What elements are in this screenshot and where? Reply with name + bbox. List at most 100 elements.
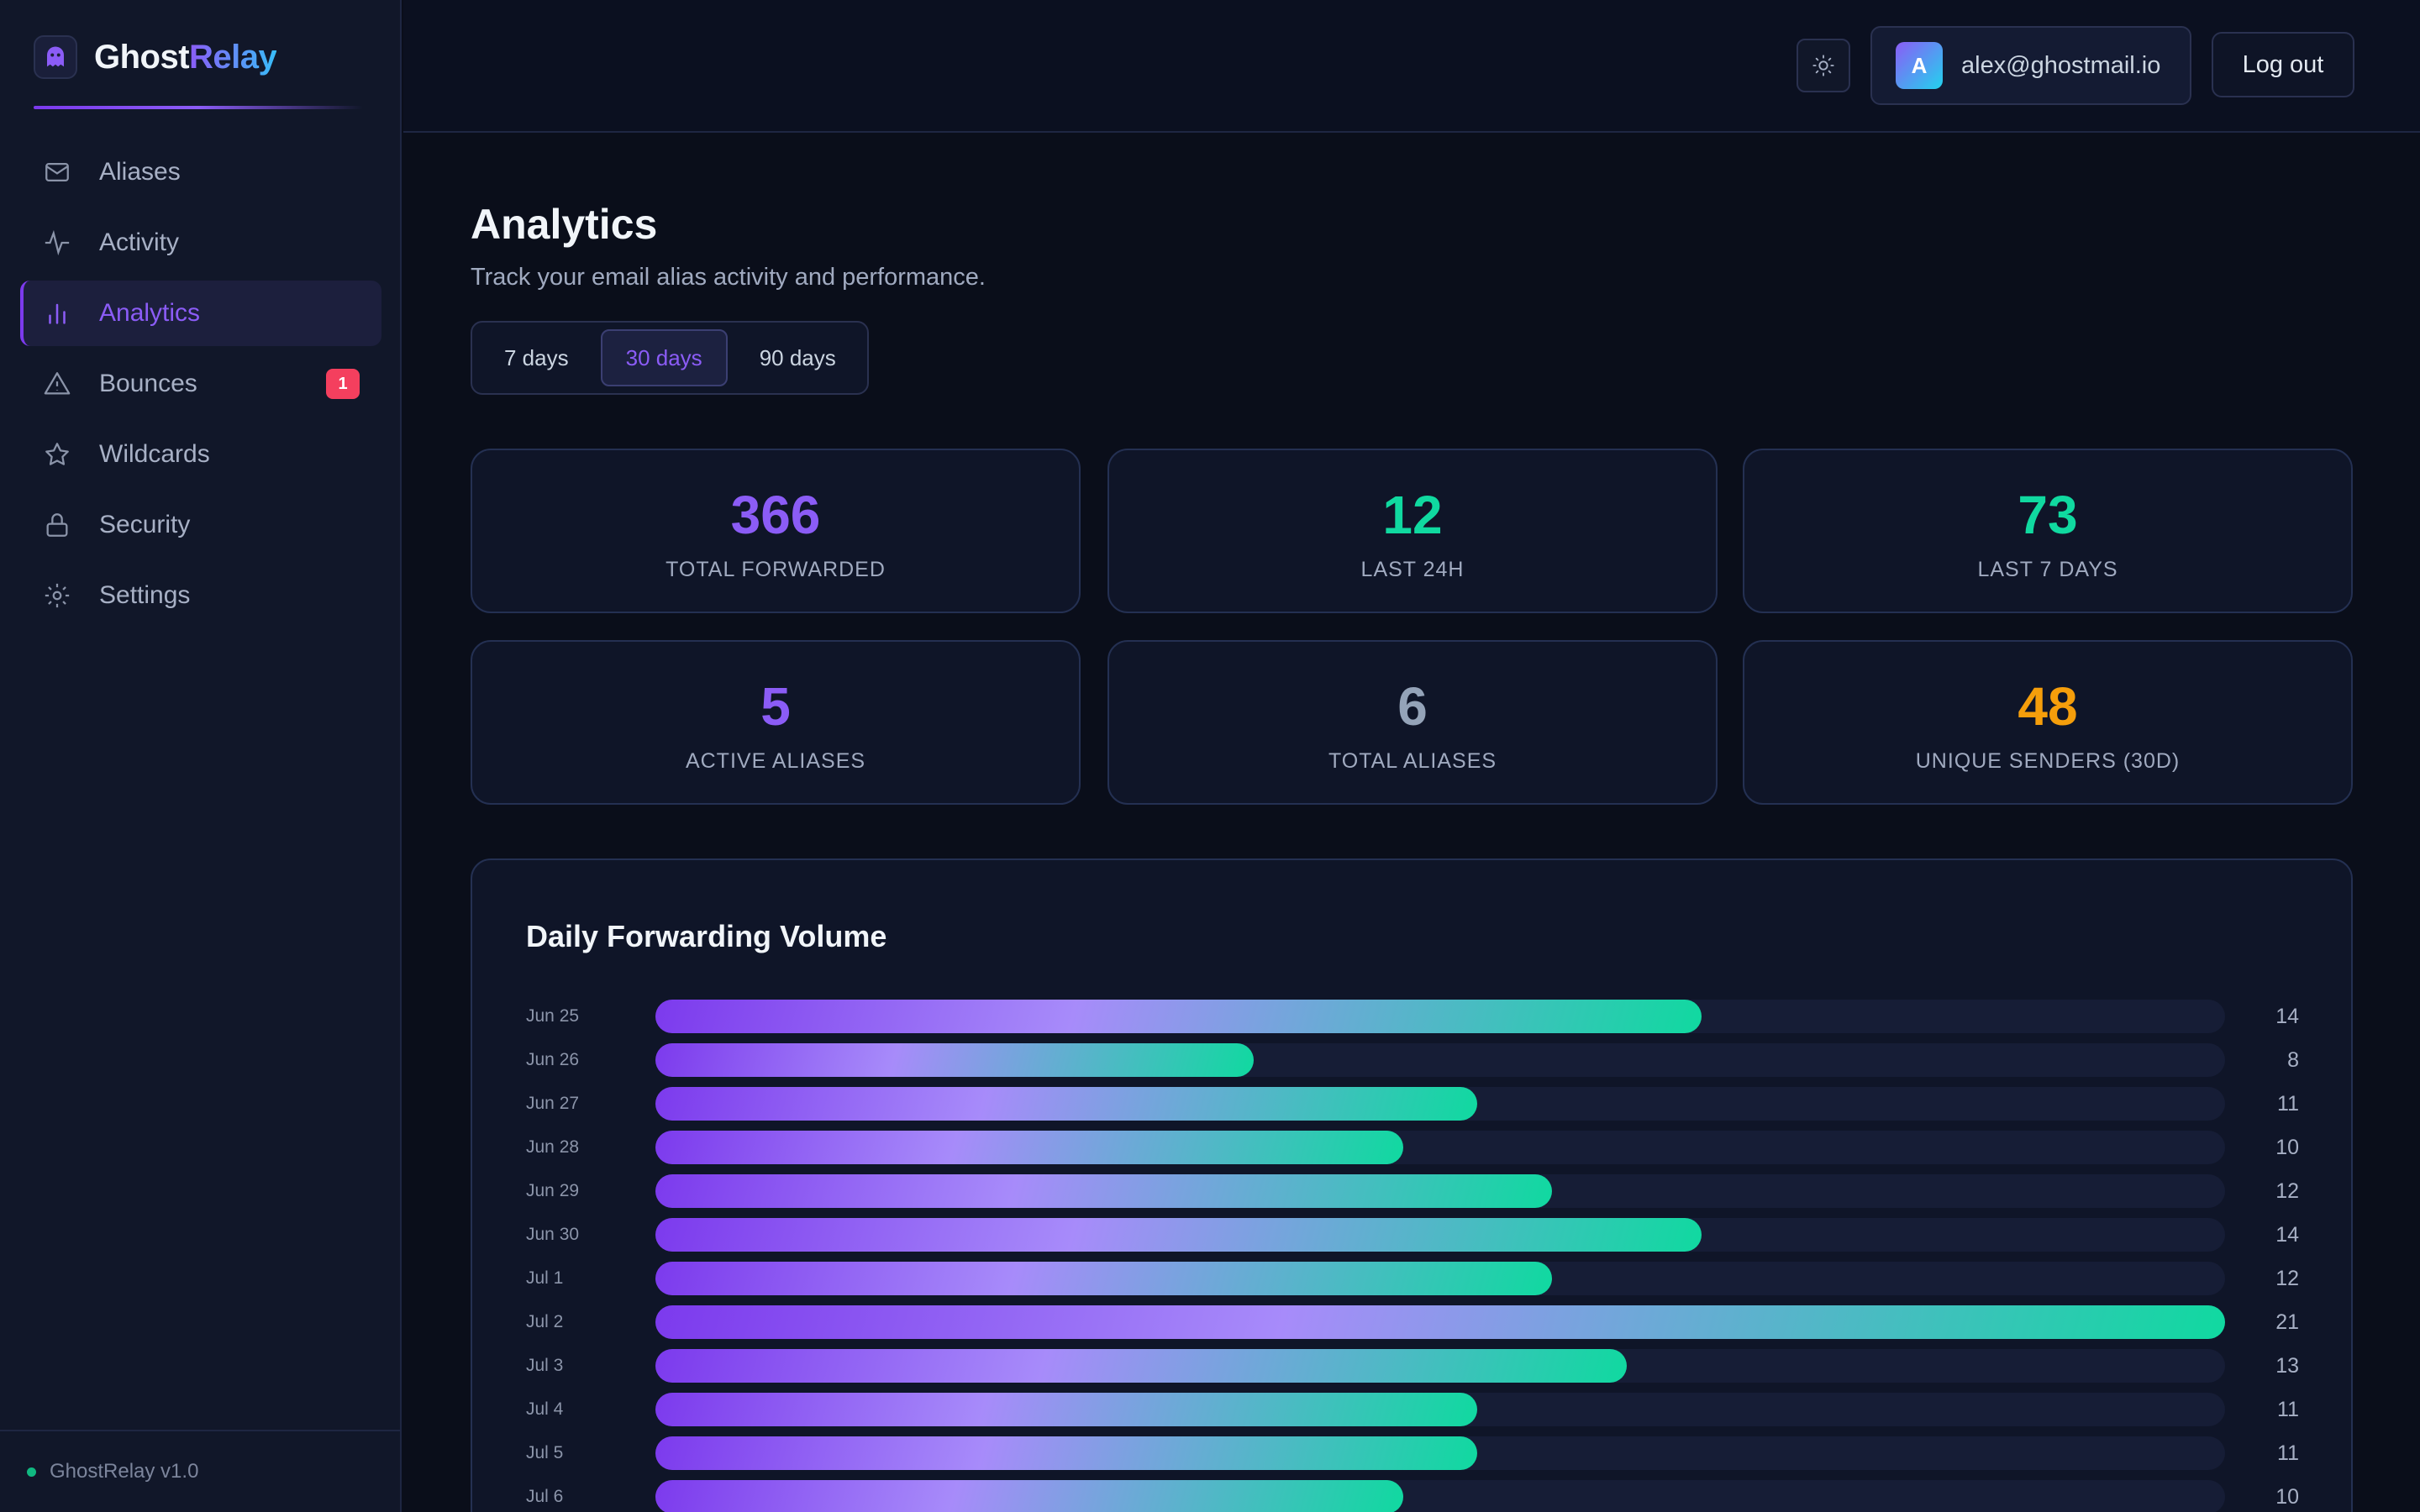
bar xyxy=(655,1436,1477,1470)
bar-row: Jul 3 13 xyxy=(526,1349,2299,1383)
app-version: GhostRelay v1.0 xyxy=(50,1460,199,1483)
sidebar-item-aliases[interactable]: Aliases xyxy=(20,139,381,205)
stat-card-total-aliases: 6 TOTAL ALIASES xyxy=(1107,640,1718,805)
bar xyxy=(655,1087,1477,1121)
bar-value-label: 11 xyxy=(2277,1398,2299,1421)
stat-value: 12 xyxy=(1382,485,1443,545)
bar-date-label: Jul 2 xyxy=(526,1312,564,1331)
sidebar-item-activity[interactable]: Activity xyxy=(20,210,381,276)
bar xyxy=(655,1262,1552,1295)
bar-row: Jul 6 10 xyxy=(526,1480,2299,1512)
bar-row: Jul 4 11 xyxy=(526,1393,2299,1426)
bar-track xyxy=(655,1349,2225,1383)
bar-value-label: 12 xyxy=(2275,1267,2299,1290)
bar-track xyxy=(655,1480,2225,1512)
sidebar-item-label: Wildcards xyxy=(99,440,210,468)
bar-track xyxy=(655,1305,2225,1339)
bar-value-label: 12 xyxy=(2275,1179,2299,1203)
sidebar-item-security[interactable]: Security xyxy=(20,492,381,558)
sidebar-item-wildcards[interactable]: Wildcards xyxy=(20,422,381,487)
sidebar-item-label: Activity xyxy=(99,228,180,256)
bar-track xyxy=(655,1131,2225,1164)
page-title: Analytics xyxy=(471,201,658,248)
star-icon xyxy=(42,439,72,470)
bar-chart-icon xyxy=(42,298,72,328)
sidebar-nav: Aliases Activity Analytics Bounces 1 W xyxy=(20,139,381,633)
bar-row: Jun 29 12 xyxy=(526,1174,2299,1208)
bar-value-label: 10 xyxy=(2275,1485,2299,1509)
user-menu[interactable]: A alex@ghostmail.io xyxy=(1870,26,2191,105)
bar-date-label: Jul 5 xyxy=(526,1443,564,1462)
logout-button[interactable]: Log out xyxy=(2212,32,2354,97)
bar xyxy=(655,1393,1477,1426)
bar-date-label: Jun 29 xyxy=(526,1181,580,1200)
bar xyxy=(655,1131,1403,1164)
sidebar-item-label: Bounces xyxy=(99,370,197,397)
bar-date-label: Jun 25 xyxy=(526,1006,580,1026)
stat-label: UNIQUE SENDERS (30D) xyxy=(1915,749,2181,773)
bar xyxy=(655,1480,1403,1512)
ghost-logo-icon xyxy=(34,35,77,79)
bar xyxy=(655,1043,1254,1077)
bar-row: Jun 30 14 xyxy=(526,1218,2299,1252)
sidebar-item-label: Analytics xyxy=(99,299,201,327)
bar-row: Jul 5 11 xyxy=(526,1436,2299,1470)
bar-track xyxy=(655,1000,2225,1033)
stat-card-unique-senders: 48 UNIQUE SENDERS (30D) xyxy=(1743,640,2353,805)
sidebar-item-analytics[interactable]: Analytics xyxy=(20,281,381,346)
bar-value-label: 8 xyxy=(2287,1048,2299,1072)
range-90-days-button[interactable]: 90 days xyxy=(759,344,836,370)
bar-value-label: 13 xyxy=(2275,1354,2299,1378)
brand-name: GhostRelay xyxy=(94,38,277,76)
bar-date-label: Jun 28 xyxy=(526,1137,580,1157)
lock-icon xyxy=(42,510,72,540)
stat-label: LAST 7 DAYS xyxy=(1977,558,2118,581)
bar xyxy=(655,1349,1627,1383)
bar-date-label: Jun 30 xyxy=(526,1225,580,1244)
bar-row: Jun 27 11 xyxy=(526,1087,2299,1121)
bar-row: Jul 2 21 xyxy=(526,1305,2299,1339)
bar-date-label: Jun 27 xyxy=(526,1094,580,1113)
top-header: A alex@ghostmail.io Log out xyxy=(403,0,2420,133)
bar-row: Jun 25 14 xyxy=(526,1000,2299,1033)
sidebar-item-bounces[interactable]: Bounces 1 xyxy=(20,351,381,417)
stat-value: 73 xyxy=(2018,485,2078,545)
stat-label: ACTIVE ALIASES xyxy=(685,749,866,773)
brand-underline xyxy=(34,106,363,109)
stat-label: TOTAL FORWARDED xyxy=(666,558,886,581)
bar xyxy=(655,1218,1702,1252)
bar-track xyxy=(655,1174,2225,1208)
range-7-days-button[interactable]: 7 days xyxy=(504,344,569,370)
theme-toggle-button[interactable] xyxy=(1797,39,1850,92)
stat-label: LAST 24H xyxy=(1360,558,1465,581)
time-range-selector: 7 days 30 days 90 days xyxy=(471,321,869,395)
bar-value-label: 10 xyxy=(2275,1136,2299,1159)
alert-triangle-icon xyxy=(42,369,72,399)
sidebar: GhostRelay Aliases Activity Analytics xyxy=(0,0,402,1512)
bar-date-label: Jun 26 xyxy=(526,1050,580,1069)
bar-track xyxy=(655,1262,2225,1295)
sidebar-item-settings[interactable]: Settings xyxy=(20,563,381,628)
bar-track xyxy=(655,1436,2225,1470)
stat-card-last-24h: 12 LAST 24H xyxy=(1107,449,1718,613)
stat-value: 6 xyxy=(1397,676,1428,737)
stat-value: 366 xyxy=(730,485,821,545)
daily-volume-chart-card: Daily Forwarding Volume Jun 25 14 Jun 26 8 J… xyxy=(471,858,2353,1512)
brand-name-part2: Relay xyxy=(189,38,277,76)
chart-title: Daily Forwarding Volume xyxy=(526,919,887,953)
user-email: alex@ghostmail.io xyxy=(1961,51,2161,79)
stat-value: 5 xyxy=(760,676,791,737)
brand[interactable]: GhostRelay xyxy=(34,34,277,81)
bar-value-label: 21 xyxy=(2275,1310,2299,1334)
bar-value-label: 14 xyxy=(2275,1223,2299,1247)
bar-date-label: Jul 3 xyxy=(526,1356,564,1375)
range-30-days-button[interactable]: 30 days xyxy=(600,329,728,386)
status-dot xyxy=(27,1467,36,1477)
bar-date-label: Jul 4 xyxy=(526,1399,564,1419)
bar-track xyxy=(655,1043,2225,1077)
sidebar-item-label: Security xyxy=(99,511,191,538)
bar-date-label: Jul 6 xyxy=(526,1487,564,1506)
brand-name-part1: Ghost xyxy=(94,38,190,76)
stat-card-total-forwarded: 366 TOTAL FORWARDED xyxy=(471,449,1081,613)
avatar: A xyxy=(1896,42,1943,89)
